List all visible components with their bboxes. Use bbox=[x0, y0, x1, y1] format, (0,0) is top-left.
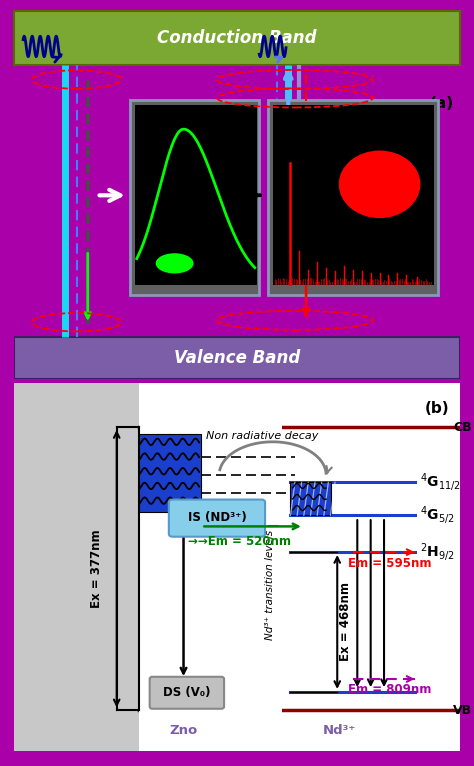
Text: Ex = 377nm: Ex = 377nm bbox=[90, 529, 103, 608]
Text: Non radiative decay: Non radiative decay bbox=[206, 431, 318, 441]
Text: Em = 595nm: Em = 595nm bbox=[348, 557, 432, 570]
Text: Nd³⁺: Nd³⁺ bbox=[323, 724, 356, 737]
Bar bbox=[14, 383, 139, 751]
Text: Conduction Band: Conduction Band bbox=[157, 29, 317, 47]
FancyBboxPatch shape bbox=[150, 677, 224, 709]
Text: →→Em = 520nm: →→Em = 520nm bbox=[188, 535, 291, 548]
Bar bbox=[14, 337, 460, 379]
Bar bbox=[139, 434, 201, 512]
Text: IS (ND³⁺): IS (ND³⁺) bbox=[188, 512, 246, 525]
Bar bbox=[139, 383, 460, 751]
Text: Valence Band: Valence Band bbox=[174, 349, 300, 367]
Text: (b): (b) bbox=[425, 401, 450, 416]
Circle shape bbox=[339, 151, 419, 218]
Bar bbox=[14, 11, 460, 65]
Bar bbox=[291, 483, 330, 516]
Text: Zno: Zno bbox=[169, 724, 198, 737]
Text: $^4$G$_{5/2}$: $^4$G$_{5/2}$ bbox=[419, 505, 454, 526]
Text: CB: CB bbox=[453, 421, 472, 434]
Text: Em = 809nm: Em = 809nm bbox=[348, 683, 432, 696]
Text: VB: VB bbox=[453, 704, 472, 717]
Text: $^4$G$_{11/2}$: $^4$G$_{11/2}$ bbox=[419, 472, 460, 493]
Text: Ex = 468nm: Ex = 468nm bbox=[339, 582, 353, 662]
Bar bbox=[130, 100, 259, 295]
Text: $^2$H$_{9/2}$: $^2$H$_{9/2}$ bbox=[419, 542, 455, 563]
Bar bbox=[268, 100, 438, 295]
Ellipse shape bbox=[155, 254, 193, 273]
Bar bbox=[136, 105, 256, 286]
Text: (a): (a) bbox=[430, 96, 454, 111]
Bar bbox=[273, 105, 434, 286]
Bar bbox=[139, 703, 282, 718]
Text: Nd³⁺ transition levels: Nd³⁺ transition levels bbox=[265, 530, 275, 640]
Text: DS (V₀): DS (V₀) bbox=[164, 686, 211, 699]
FancyBboxPatch shape bbox=[169, 499, 265, 537]
Bar bbox=[139, 420, 282, 434]
